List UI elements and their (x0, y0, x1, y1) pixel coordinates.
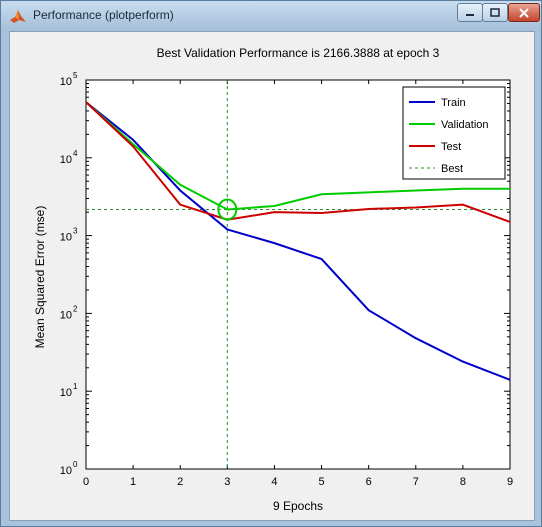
minimize-icon (466, 13, 474, 16)
best-point-marker (217, 198, 238, 221)
legend: Train Validation Test Best (402, 86, 506, 180)
legend-label-test: Test (441, 141, 461, 153)
y-tick-exponent: 4 (73, 149, 78, 158)
x-tick-label: 4 (271, 476, 277, 488)
figure-area: Best Validation Performance is 2166.3888… (9, 31, 535, 521)
y-axis-label: Mean Squared Error (mse) (33, 206, 47, 349)
chart-title: Best Validation Performance is 2166.3888… (157, 46, 440, 60)
y-tick-label: 10 (60, 76, 72, 88)
matlab-logo-icon (10, 10, 26, 23)
y-tick-exponent: 0 (73, 460, 78, 469)
y-tick-label: 10 (60, 309, 72, 321)
legend-label-best: Best (441, 163, 463, 175)
performance-chart: Best Validation Performance is 2166.3888… (33, 46, 513, 513)
x-tick-label: 1 (130, 476, 136, 488)
x-tick-label: 2 (177, 476, 183, 488)
x-axis-label: 9 Epochs (273, 499, 323, 513)
minimize-button[interactable] (457, 3, 483, 22)
x-tick-label: 3 (224, 476, 230, 488)
y-tick-label: 10 (60, 465, 72, 477)
y-tick-exponent: 5 (73, 71, 78, 80)
title-bar[interactable]: Performance (plotperform) (1, 1, 541, 31)
y-tick-label: 10 (60, 232, 72, 244)
x-tick-label: 8 (460, 476, 466, 488)
close-icon (519, 7, 529, 18)
legend-label-validation: Validation (441, 119, 489, 131)
y-tick-exponent: 2 (73, 304, 78, 313)
y-tick-label: 10 (60, 387, 72, 399)
x-tick-label: 0 (83, 476, 89, 488)
y-tick-exponent: 1 (73, 382, 78, 391)
series-line-test (85, 101, 511, 223)
legend-label-train: Train (441, 97, 466, 109)
maximize-button[interactable] (482, 3, 508, 22)
series-line-validation (85, 101, 510, 211)
y-tick-label: 10 (60, 154, 72, 166)
x-tick-label: 9 (507, 476, 513, 488)
window-title: Performance (plotperform) (33, 8, 174, 22)
x-tick-label: 7 (413, 476, 419, 488)
close-button[interactable] (508, 3, 540, 22)
y-tick-exponent: 3 (73, 227, 78, 236)
maximize-icon (490, 7, 500, 17)
x-tick-label: 5 (318, 476, 324, 488)
x-tick-label: 6 (366, 476, 372, 488)
